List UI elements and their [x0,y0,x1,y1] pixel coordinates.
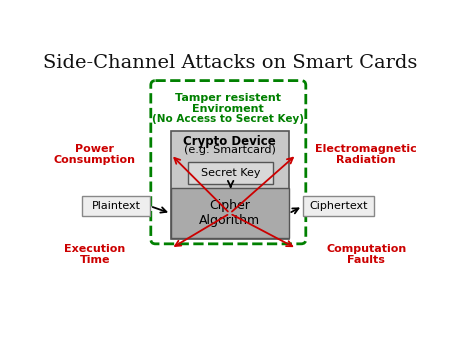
Text: Electromagnetic
Radiation: Electromagnetic Radiation [315,144,417,165]
Bar [171,131,289,239]
Text: Crypto Device: Crypto Device [184,135,276,148]
Text: Power
Consumption: Power Consumption [54,144,136,165]
Text: Side-Channel Attacks on Smart Cards: Side-Channel Attacks on Smart Cards [44,54,418,72]
Bar [303,196,374,216]
Text: Ciphertext: Ciphertext [309,201,368,211]
Text: Execution
Time: Execution Time [64,244,126,265]
Bar [82,196,150,216]
Text: (e.g. Smartcard): (e.g. Smartcard) [184,145,276,155]
Text: Cipher
Algorithm: Cipher Algorithm [199,199,261,227]
Bar [171,188,289,238]
Text: Plaintext: Plaintext [91,201,140,211]
Text: Tamper resistent: Tamper resistent [176,93,281,103]
Text: Enviroment: Enviroment [193,104,264,114]
Text: Computation
Faults: Computation Faults [326,244,406,265]
Text: (No Access to Secret Key): (No Access to Secret Key) [152,115,304,124]
Text: Secret Key: Secret Key [201,168,261,178]
Bar [188,162,273,184]
